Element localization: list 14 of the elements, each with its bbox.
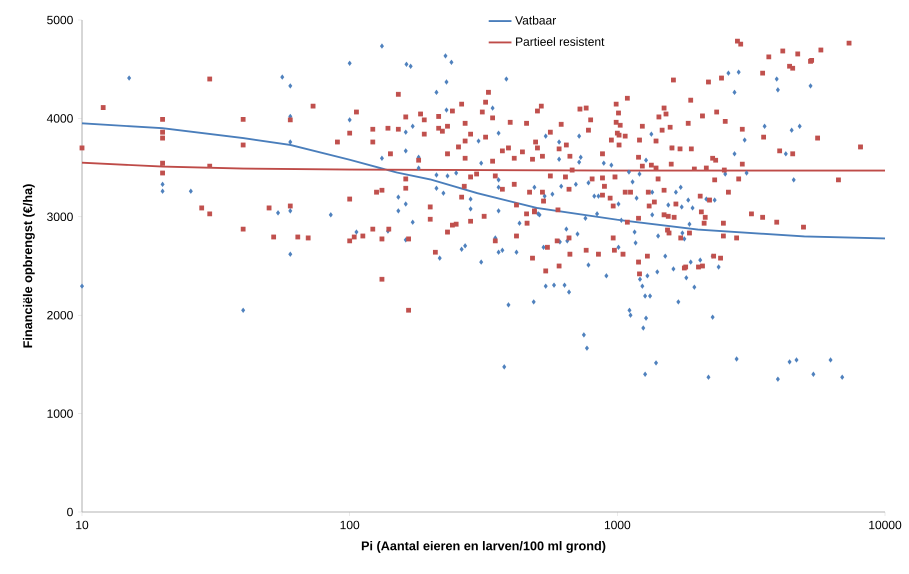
y-tick-label: 5000: [47, 16, 73, 24]
y-tick-label: 0: [67, 508, 73, 516]
y-tick-label: 2000: [47, 310, 73, 320]
x-axis-title: Pi (Aantal eieren en larven/100 ml grond): [362, 541, 606, 553]
x-tick-label: 100: [340, 520, 360, 530]
y-tick-label: 4000: [46, 114, 73, 123]
x-tick-label: 1000: [604, 520, 630, 530]
legend-label: Vatbaar: [515, 16, 556, 25]
legend-label: Partieel resistent: [516, 37, 604, 46]
y-tick-label: 1000: [48, 409, 73, 418]
y-tick-label: 3000: [47, 212, 73, 222]
x-tick-label: 10: [76, 520, 88, 530]
y-axis-title: Financiële opbrengst (€/ha): [22, 184, 35, 348]
x-tick-label: 10000: [869, 520, 902, 530]
